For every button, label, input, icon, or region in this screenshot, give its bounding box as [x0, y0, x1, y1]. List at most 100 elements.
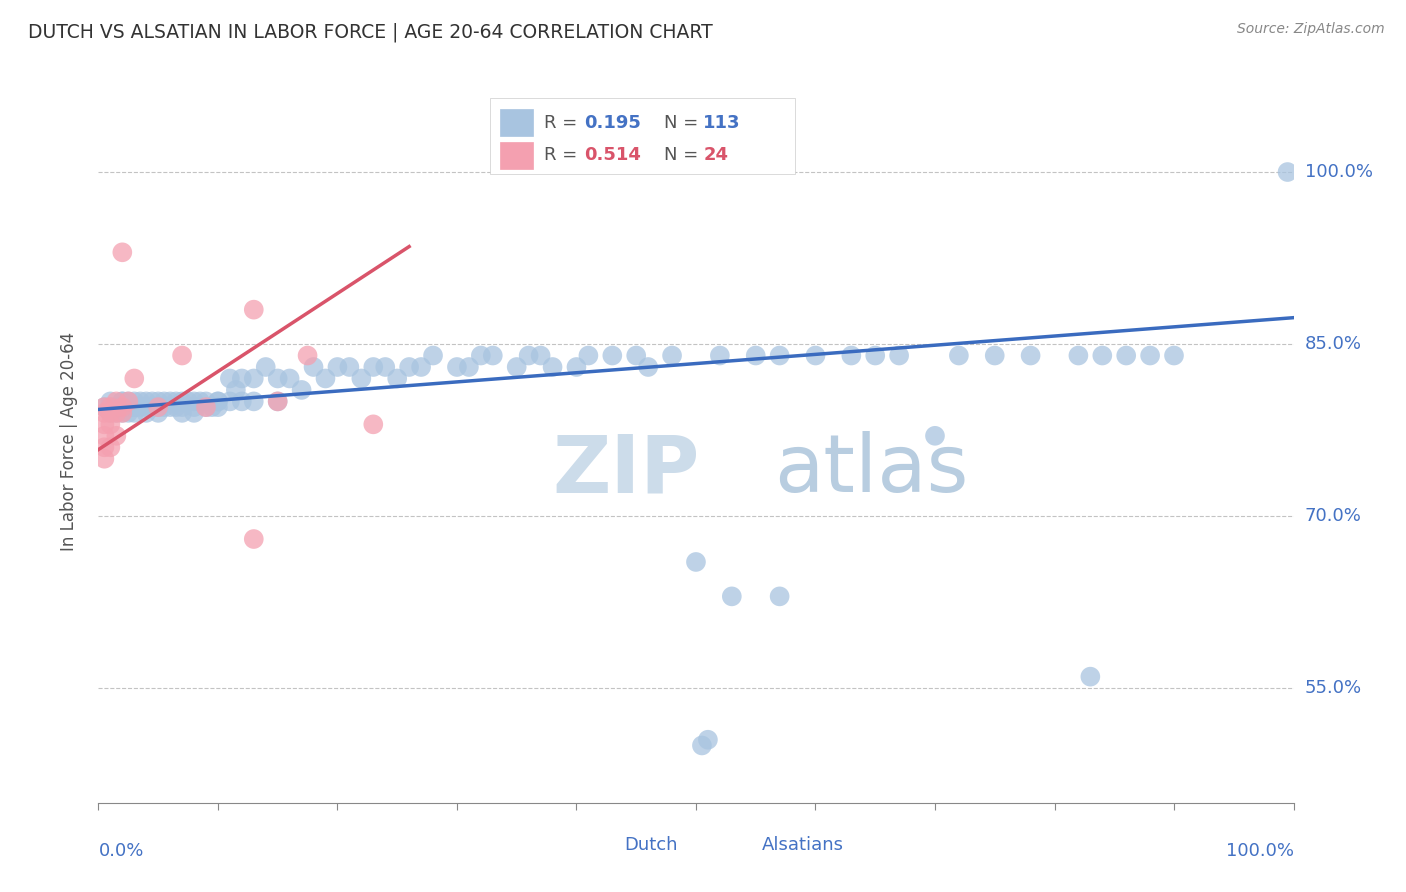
Point [315, 371, 337, 385]
Point [135, 400, 157, 414]
Text: 0.195: 0.195 [583, 113, 641, 132]
Point [565, 359, 588, 374]
Point [207, 400, 229, 414]
Point [165, 394, 187, 409]
Point [172, 349, 194, 363]
Point [446, 359, 468, 374]
Point [105, 429, 128, 443]
Point [243, 371, 266, 385]
Point [267, 394, 290, 409]
Point [124, 400, 146, 414]
Point [148, 394, 170, 409]
Point [98, 400, 122, 414]
Point [165, 400, 187, 414]
Point [188, 394, 211, 409]
Text: 24: 24 [703, 146, 728, 164]
Point [1163, 349, 1185, 363]
Point [661, 349, 683, 363]
Point [98, 400, 122, 414]
Point [506, 359, 529, 374]
Point [172, 394, 194, 409]
Point [98, 417, 122, 432]
Point [111, 400, 134, 414]
Point [93, 417, 115, 432]
Point [626, 349, 648, 363]
Point [111, 400, 134, 414]
Point [93, 400, 115, 414]
Point [159, 400, 181, 414]
Point [141, 400, 163, 414]
Point [135, 394, 157, 409]
Point [117, 406, 139, 420]
Point [153, 394, 176, 409]
Point [124, 371, 146, 385]
Point [363, 359, 385, 374]
Point [129, 400, 152, 414]
Point [148, 400, 170, 414]
Point [124, 400, 146, 414]
Point [129, 394, 152, 409]
Bar [501, 142, 533, 169]
Point [201, 400, 224, 414]
Point [865, 349, 887, 363]
Point [745, 349, 768, 363]
FancyBboxPatch shape [491, 98, 796, 174]
Point [117, 394, 139, 409]
Point [159, 394, 181, 409]
Point [302, 359, 325, 374]
Point [148, 406, 170, 420]
Text: 55.0%: 55.0% [1305, 679, 1362, 698]
Point [207, 394, 229, 409]
Point [98, 406, 122, 420]
Text: R =: R = [544, 146, 583, 164]
Text: 0.514: 0.514 [583, 146, 641, 164]
Point [195, 400, 218, 414]
Point [111, 406, 134, 420]
Point [177, 394, 200, 409]
Point [1091, 349, 1114, 363]
Point [541, 359, 564, 374]
Point [93, 406, 115, 420]
Point [111, 406, 134, 420]
Text: DUTCH VS ALSATIAN IN LABOR FORCE | AGE 20-64 CORRELATION CHART: DUTCH VS ALSATIAN IN LABOR FORCE | AGE 2… [28, 22, 713, 42]
Text: 100.0%: 100.0% [1226, 842, 1294, 860]
Point [207, 394, 229, 409]
Point [1115, 349, 1137, 363]
Point [804, 349, 827, 363]
Point [697, 732, 720, 747]
Bar [501, 109, 533, 136]
Point [385, 371, 409, 385]
Point [124, 394, 146, 409]
Point [93, 400, 115, 414]
Point [578, 349, 600, 363]
Point [98, 406, 122, 420]
Point [195, 394, 218, 409]
Point [768, 590, 790, 604]
Point [458, 359, 481, 374]
Point [1080, 670, 1102, 684]
Text: 0.0%: 0.0% [98, 842, 143, 860]
Point [183, 406, 205, 420]
Point [105, 400, 128, 414]
Point [172, 400, 194, 414]
Point [291, 383, 314, 397]
Point [231, 394, 253, 409]
Text: N =: N = [664, 113, 703, 132]
Text: Dutch: Dutch [624, 836, 678, 854]
Point [225, 383, 247, 397]
Point [602, 349, 624, 363]
Text: 85.0%: 85.0% [1305, 335, 1361, 353]
Point [517, 349, 540, 363]
Point [231, 371, 253, 385]
Point [105, 406, 128, 420]
Bar [725, 834, 756, 855]
Point [111, 394, 134, 409]
Point [1277, 165, 1299, 179]
Point [93, 429, 115, 443]
Point [117, 400, 139, 414]
Point [422, 349, 444, 363]
Point [195, 400, 218, 414]
Text: ZIP: ZIP [553, 432, 700, 509]
Point [339, 359, 361, 374]
Point [141, 394, 163, 409]
